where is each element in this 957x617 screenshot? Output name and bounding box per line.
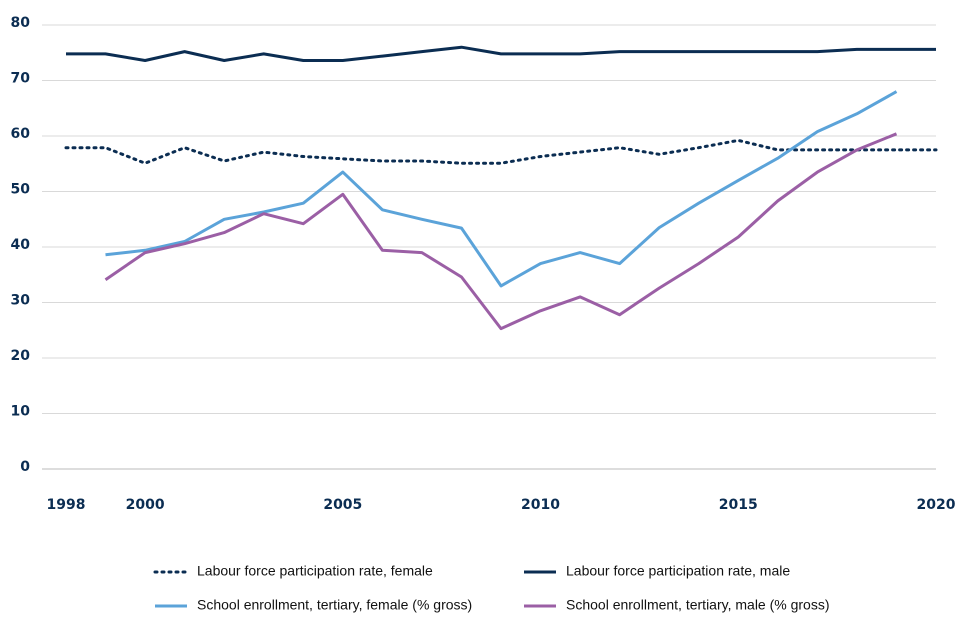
series-line [105,90,898,288]
x-tick-label: 2010 [521,497,560,513]
legend-label: Labour force participation rate, female [197,563,433,579]
y-tick-label: 0 [20,459,30,475]
y-tick-label: 40 [11,237,31,253]
series-line [66,45,936,62]
y-tick-label: 10 [11,404,31,420]
legend-label: Labour force participation rate, male [566,563,790,579]
y-tick-label: 20 [11,348,31,364]
x-tick-label: 2020 [917,497,956,513]
series-line [104,132,898,331]
x-tick-label: 2015 [719,497,758,513]
y-tick-label: 70 [11,71,31,87]
y-tick-label: 50 [11,182,31,198]
x-tick-label: 2000 [126,497,165,513]
legend-label: School enrollment, tertiary, male (% gro… [566,597,830,613]
series-line [64,138,938,165]
y-tick-label: 80 [11,15,31,31]
x-tick-label: 2005 [323,497,362,513]
legend-label: School enrollment, tertiary, female (% g… [197,597,472,613]
y-tick-label: 60 [11,126,31,142]
x-tick-label: 1998 [47,497,86,513]
y-tick-label: 30 [11,293,31,309]
